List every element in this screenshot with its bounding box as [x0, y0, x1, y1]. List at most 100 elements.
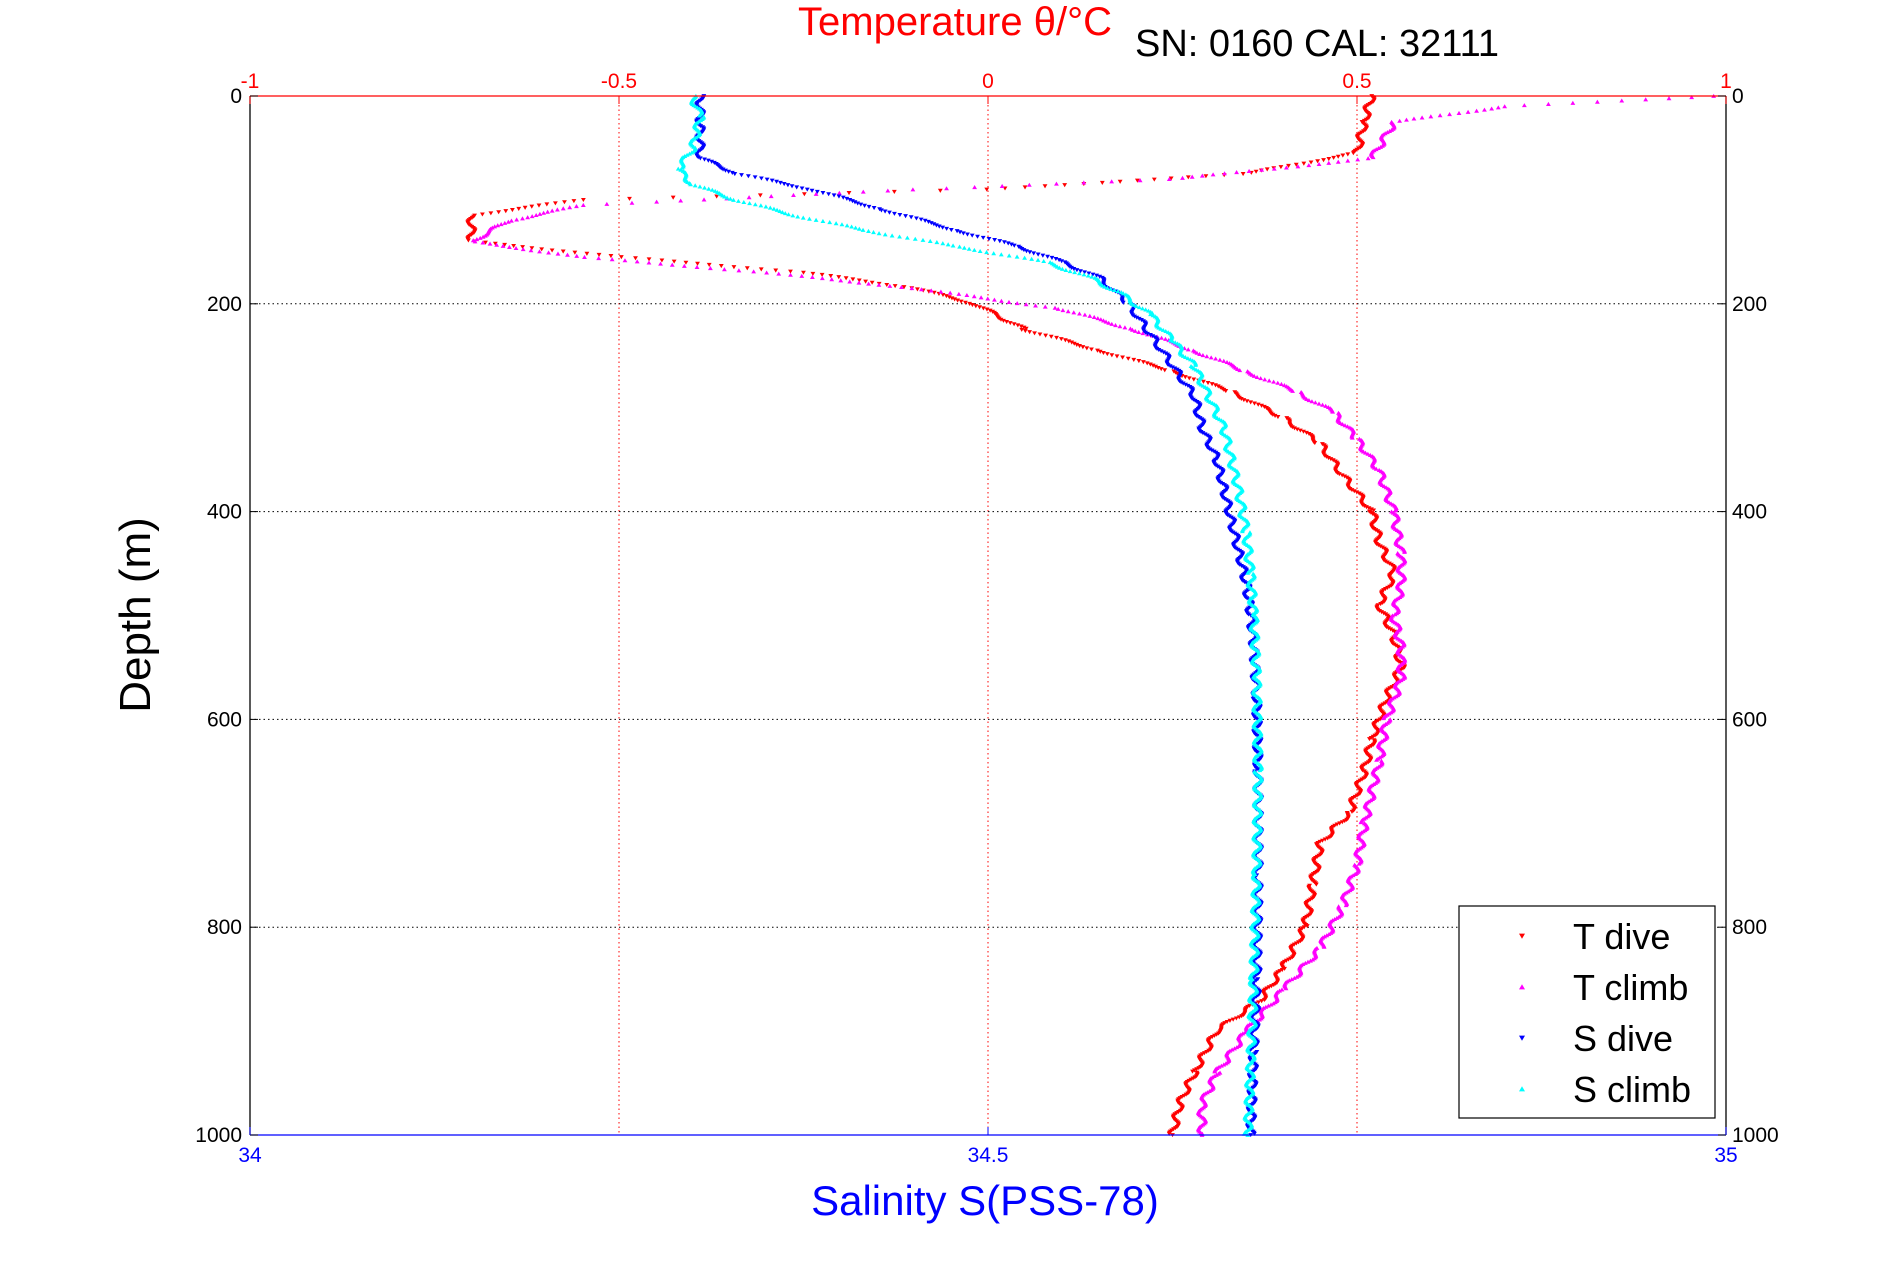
data-point	[847, 279, 853, 284]
data-point	[1136, 359, 1142, 364]
data-point	[1084, 346, 1090, 351]
data-point	[1240, 529, 1245, 534]
data-point	[1358, 819, 1364, 825]
data-point	[1283, 986, 1289, 991]
data-point	[1375, 543, 1381, 548]
data-point	[1371, 508, 1377, 513]
data-point	[1465, 109, 1471, 114]
data-point	[472, 239, 478, 244]
data-point	[1345, 152, 1351, 157]
temperature-tick-label: -1	[241, 70, 260, 93]
data-point	[836, 194, 842, 199]
data-point	[1067, 268, 1073, 274]
depth-tick-label-left: 200	[207, 293, 242, 316]
data-point	[1275, 380, 1281, 385]
data-point	[956, 291, 962, 296]
data-point	[1247, 1003, 1252, 1008]
data-point	[820, 191, 826, 196]
data-point	[480, 240, 486, 245]
data-point	[999, 183, 1005, 188]
data-point	[1259, 167, 1265, 172]
data-point	[571, 199, 577, 204]
data-point	[1335, 159, 1341, 164]
data-point	[1259, 403, 1264, 408]
data-point	[1018, 324, 1024, 329]
data-point	[555, 251, 561, 256]
data-point	[1286, 957, 1291, 962]
data-point	[759, 176, 764, 181]
data-point	[1252, 401, 1257, 406]
data-point	[1145, 331, 1150, 336]
data-point	[735, 198, 741, 203]
data-point	[1232, 1046, 1237, 1051]
data-point	[1048, 334, 1054, 339]
data-point	[778, 180, 783, 185]
data-point	[810, 274, 815, 280]
data-point	[702, 185, 707, 190]
data-point	[1288, 956, 1294, 961]
data-point	[1258, 376, 1264, 381]
data-point	[1027, 250, 1033, 255]
data-point	[1042, 304, 1048, 309]
data-point	[791, 192, 796, 197]
data-point	[1344, 817, 1349, 822]
data-point	[1156, 348, 1162, 353]
data-point	[1328, 457, 1334, 462]
data-point	[1306, 431, 1312, 437]
data-point	[1349, 488, 1355, 493]
data-point	[1082, 270, 1087, 275]
data-point	[1312, 441, 1318, 446]
data-point	[944, 294, 949, 299]
data-point	[1132, 328, 1138, 333]
data-point	[1291, 975, 1297, 980]
data-point	[1255, 402, 1261, 407]
data-point	[709, 159, 715, 164]
data-point	[1190, 1076, 1196, 1081]
data-point	[1456, 110, 1462, 115]
data-point	[633, 256, 638, 261]
data-point	[944, 226, 950, 231]
data-point	[1342, 423, 1348, 428]
data-point	[1279, 381, 1284, 386]
data-point	[741, 199, 747, 205]
chart-title: Temperature θ/°C	[798, 0, 1112, 44]
depth-tick-label-left: 0	[230, 85, 242, 108]
data-point	[945, 242, 951, 247]
data-point	[1342, 474, 1348, 479]
data-point	[892, 211, 897, 216]
data-point	[1190, 1069, 1195, 1074]
data-point	[1388, 627, 1394, 632]
data-point	[1155, 365, 1161, 371]
data-point	[567, 205, 573, 210]
data-point	[1151, 177, 1157, 182]
data-point	[1316, 401, 1322, 406]
data-point	[849, 224, 855, 229]
data-point	[1158, 349, 1164, 354]
data-point	[860, 189, 866, 194]
data-point	[1154, 346, 1160, 351]
data-point	[698, 124, 704, 129]
data-point	[1251, 373, 1257, 378]
data-point	[618, 255, 624, 260]
data-point	[706, 262, 712, 267]
data-point	[1095, 348, 1100, 353]
data-point	[474, 236, 480, 242]
data-point	[1271, 166, 1277, 171]
data-point	[1208, 355, 1214, 360]
data-point	[1489, 106, 1495, 111]
data-point	[971, 247, 977, 252]
data-point	[1298, 939, 1303, 944]
data-point	[1095, 316, 1101, 321]
data-point	[801, 270, 806, 275]
data-point	[1185, 356, 1191, 361]
data-point	[1019, 327, 1025, 332]
data-point	[813, 191, 819, 196]
data-point	[1022, 329, 1028, 334]
data-point	[1275, 415, 1281, 420]
data-point	[539, 247, 545, 252]
data-point	[1144, 361, 1150, 366]
data-point	[838, 278, 844, 283]
data-point	[1004, 319, 1010, 325]
data-point	[609, 257, 615, 262]
